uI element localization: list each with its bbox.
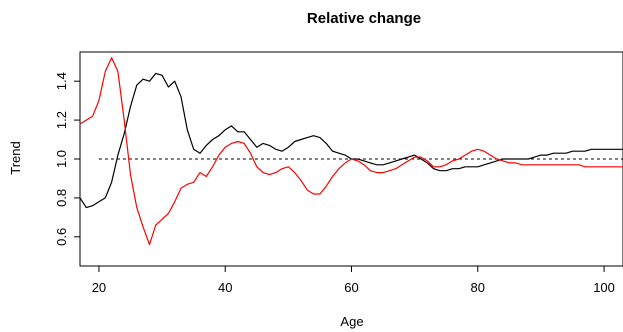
x-tick-label: 40 <box>218 280 232 295</box>
series-layer <box>79 57 623 246</box>
y-axis-label: Trend <box>8 141 23 174</box>
chart-title: Relative change <box>307 10 421 27</box>
x-tick-label: 20 <box>92 280 106 295</box>
y-tick-label: 1.2 <box>54 111 69 129</box>
y-tick-label: 0.8 <box>54 189 69 207</box>
x-axis-label: Age <box>340 314 363 329</box>
x-tick-label: 80 <box>471 280 485 295</box>
x-tick-label: 100 <box>593 280 615 295</box>
y-tick-label: 0.6 <box>54 228 69 246</box>
x-tick-label: 60 <box>344 280 358 295</box>
series-line-0 <box>79 72 623 209</box>
y-tick-label: 1.0 <box>54 150 69 168</box>
x-axis: 20 40 60 80 100 <box>92 266 615 295</box>
y-tick-label: 1.4 <box>54 72 69 90</box>
y-axis: 0.6 0.8 1.0 1.2 1.4 <box>54 72 80 246</box>
series-line-1 <box>79 57 623 246</box>
